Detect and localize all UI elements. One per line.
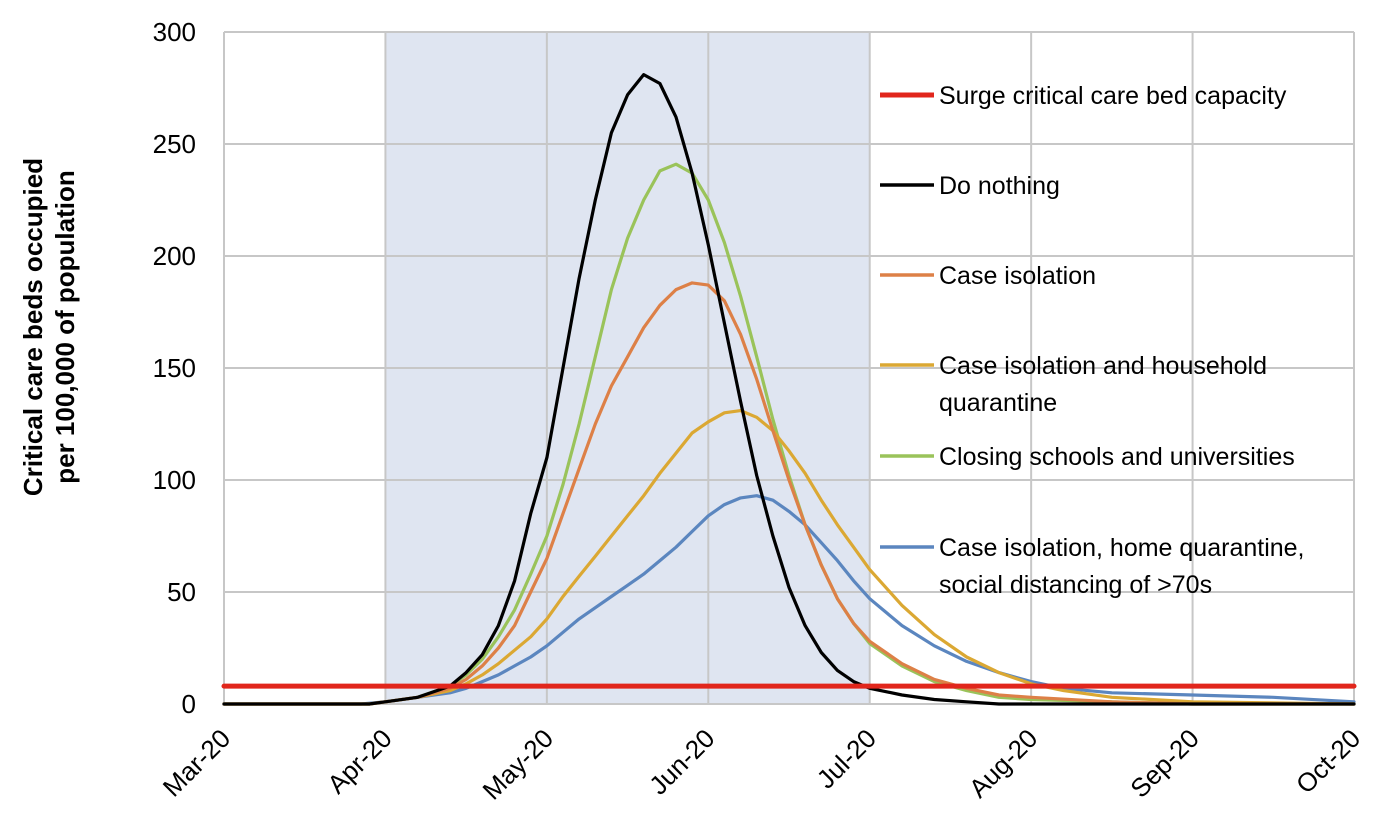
y-tick-label: 250 bbox=[153, 129, 196, 159]
y-tick-label: 50 bbox=[167, 577, 196, 607]
legend-item: Case isolation, home quarantine, social d… bbox=[880, 534, 1305, 599]
legend-label: social distancing of >70s bbox=[939, 571, 1212, 599]
legend-label: Case isolation, home quarantine, bbox=[939, 534, 1305, 562]
y-tick-label: 200 bbox=[153, 241, 196, 271]
x-tick-label: Aug-20 bbox=[963, 723, 1043, 803]
y-tick-label: 300 bbox=[153, 17, 196, 47]
series-line-case-isolation-home-quarantine-social-distancing-of-70s bbox=[222, 494, 1356, 706]
y-tick-label: 100 bbox=[153, 465, 196, 495]
series-line-do-nothing bbox=[222, 73, 1356, 706]
y-axis-label-line-1: Critical care beds occupied bbox=[18, 158, 48, 496]
x-tick-label: Jul-20 bbox=[811, 723, 882, 794]
x-tick-label: Mar-20 bbox=[157, 723, 236, 802]
legend-label: Do nothing bbox=[939, 172, 1060, 200]
y-axis-label-line-2: per 100,000 of population bbox=[50, 170, 80, 484]
legend-item: Do nothing bbox=[880, 172, 1060, 200]
legend-label: Closing schools and universities bbox=[939, 443, 1295, 471]
series-line-case-isolation bbox=[222, 281, 1356, 706]
x-tick-label: Apr-20 bbox=[321, 723, 397, 799]
legend-label: Case isolation and household bbox=[939, 352, 1267, 380]
y-tick-label: 0 bbox=[182, 689, 196, 719]
legend-item: Surge critical care bed capacity bbox=[880, 82, 1287, 110]
legend-label: Surge critical care bed capacity bbox=[939, 82, 1287, 110]
legend: Surge critical care bed capacity Do nothi… bbox=[880, 82, 1305, 599]
legend-label: quarantine bbox=[939, 389, 1057, 417]
legend-item: Closing schools and universities bbox=[880, 443, 1295, 471]
x-tick-label: Sep-20 bbox=[1124, 723, 1204, 803]
legend-label: Case isolation bbox=[939, 262, 1096, 290]
y-tick-label: 150 bbox=[153, 353, 196, 383]
x-tick-label: Oct-20 bbox=[1290, 723, 1366, 799]
x-tick-label: Jun-20 bbox=[643, 723, 720, 800]
series-line-case-isolation-and-household-quarantine bbox=[222, 409, 1356, 706]
x-tick-label: May-20 bbox=[477, 723, 560, 806]
legend-item: Case isolation and household quarantine bbox=[880, 352, 1267, 417]
legend-item: Case isolation bbox=[880, 262, 1096, 290]
